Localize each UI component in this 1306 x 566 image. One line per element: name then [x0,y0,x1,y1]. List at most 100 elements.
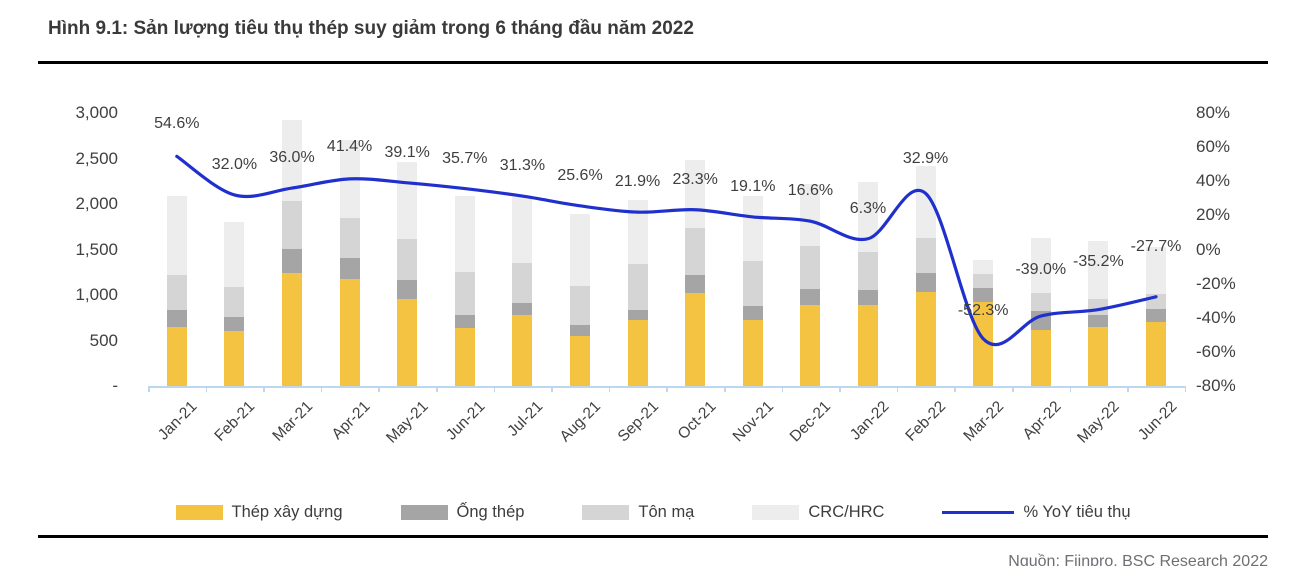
bar-segment [742,261,763,307]
bar-segment [570,335,590,386]
yoy-point-label: 32.0% [211,155,258,173]
yoy-point-label: 36.0% [269,149,315,167]
bar-segment [685,275,706,294]
month-label: Jun-22 [1134,398,1181,444]
month-label: Jul-21 [504,398,547,440]
month-label: Jan-21 [155,398,201,444]
yoy-point-label: 16.6% [787,182,834,200]
bar-segment [397,280,418,299]
yoy-point-label: 31.3% [499,157,546,175]
right-axis-tick-label: 20% [1196,205,1231,225]
legend-label: Tôn mạ [638,503,695,521]
right-axis-tick-label: -20% [1196,273,1236,293]
x-axis-tick [781,386,784,392]
x-axis-tick [148,386,150,392]
bar-segment [454,196,475,272]
month-label: Oct-21 [674,398,720,443]
bar-segment [915,165,936,238]
month-label: Feb-22 [902,398,950,445]
bar-segment [627,309,648,320]
x-axis-tick [378,386,380,392]
bar-segment [858,252,878,290]
bar-segment [1088,298,1109,315]
x-axis-tick [205,386,208,392]
bar-segment [800,288,821,305]
bar-segment [627,199,648,264]
right-axis-tick-label: -40% [1196,307,1236,327]
x-axis-tick [1069,386,1072,392]
bar-segment [339,257,360,279]
left-axis-tick-label: - [112,376,118,395]
left-axis-tick-label: 2,000 [75,194,118,213]
legend-item-thep-xay-dung: Thép xây dựng [175,503,343,522]
right-axis-tick-label: -60% [1196,341,1236,361]
bar-segment [166,195,187,275]
legend-item-yoy-line: % YoY tiêu thụ [942,503,1131,522]
right-axis-tick-label: 80% [1196,103,1231,122]
month-label: May-21 [382,398,432,447]
bar-segment [282,248,302,274]
bar-segment [685,228,706,276]
bar-segment [454,315,475,328]
yoy-point-label: 32.9% [902,150,949,168]
month-label: Feb-21 [211,398,259,445]
legend-swatch-ong-thep [400,505,448,520]
legend-label: Ống thép [456,503,525,521]
yoy-point-label: -39.0% [1015,261,1067,279]
bar-segment [915,237,936,274]
bar-segment [512,315,533,386]
x-axis-tick [551,386,553,392]
yoy-point-label: 6.3% [849,199,887,217]
legend: Thép xây dựng Ống thép Tôn mạ CRC/HRC % … [0,503,1306,522]
bar-segment [224,316,245,332]
bar-segment [166,310,187,327]
title-underline [38,61,1268,64]
right-axis-tick-label: 60% [1196,137,1231,157]
legend-item-ong-thep: Ống thép [400,503,525,522]
x-axis-tick [954,386,956,392]
left-axis-tick-label: 3,000 [75,103,118,122]
x-axis-tick [839,386,841,392]
bar-segment [1030,329,1051,386]
legend-label: % YoY tiêu thụ [1023,503,1131,521]
bar-segment [454,327,475,386]
bar-segment [627,263,648,310]
bar-segment [570,214,590,287]
bar-segment [282,273,302,386]
bar-segment [973,274,994,288]
bar-segment [1030,311,1051,330]
month-label: Nov-21 [729,398,777,446]
legend-item-ton-ma: Tôn mạ [582,503,694,522]
yoy-point-label: -35.2% [1073,252,1124,270]
bar-segment [166,274,187,311]
bar-segment [570,286,590,326]
legend-swatch-ton-ma [582,505,630,520]
bar-segment [627,319,648,386]
yoy-point-label: 19.1% [730,177,776,195]
x-axis-tick [1127,386,1129,392]
bar-segment [166,326,187,386]
right-axis-tick-label: 0% [1196,239,1221,259]
bar-segment [742,306,763,320]
month-label: May-22 [1073,398,1123,447]
month-label: Mar-22 [960,398,1008,445]
yoy-point-label: 39.1% [384,143,430,161]
bar-segment [1088,326,1109,386]
bar-segment [1146,309,1166,323]
bar-segment [512,302,533,316]
bar-segment [1088,315,1109,327]
bar-segment [224,222,245,287]
right-axis-tick-label: 40% [1196,171,1231,191]
month-label: Jan-22 [846,398,893,444]
month-label: Sep-21 [614,398,662,446]
yoy-point-label: -27.7% [1130,237,1182,255]
bar-segment [454,271,475,315]
month-label: Jun-21 [443,398,489,444]
x-axis-tick [1184,386,1187,392]
bar-segment [915,273,936,293]
legend-swatch-crc-hrc [752,505,800,520]
yoy-point-label: 23.3% [672,170,718,188]
x-axis-tick [608,386,611,392]
